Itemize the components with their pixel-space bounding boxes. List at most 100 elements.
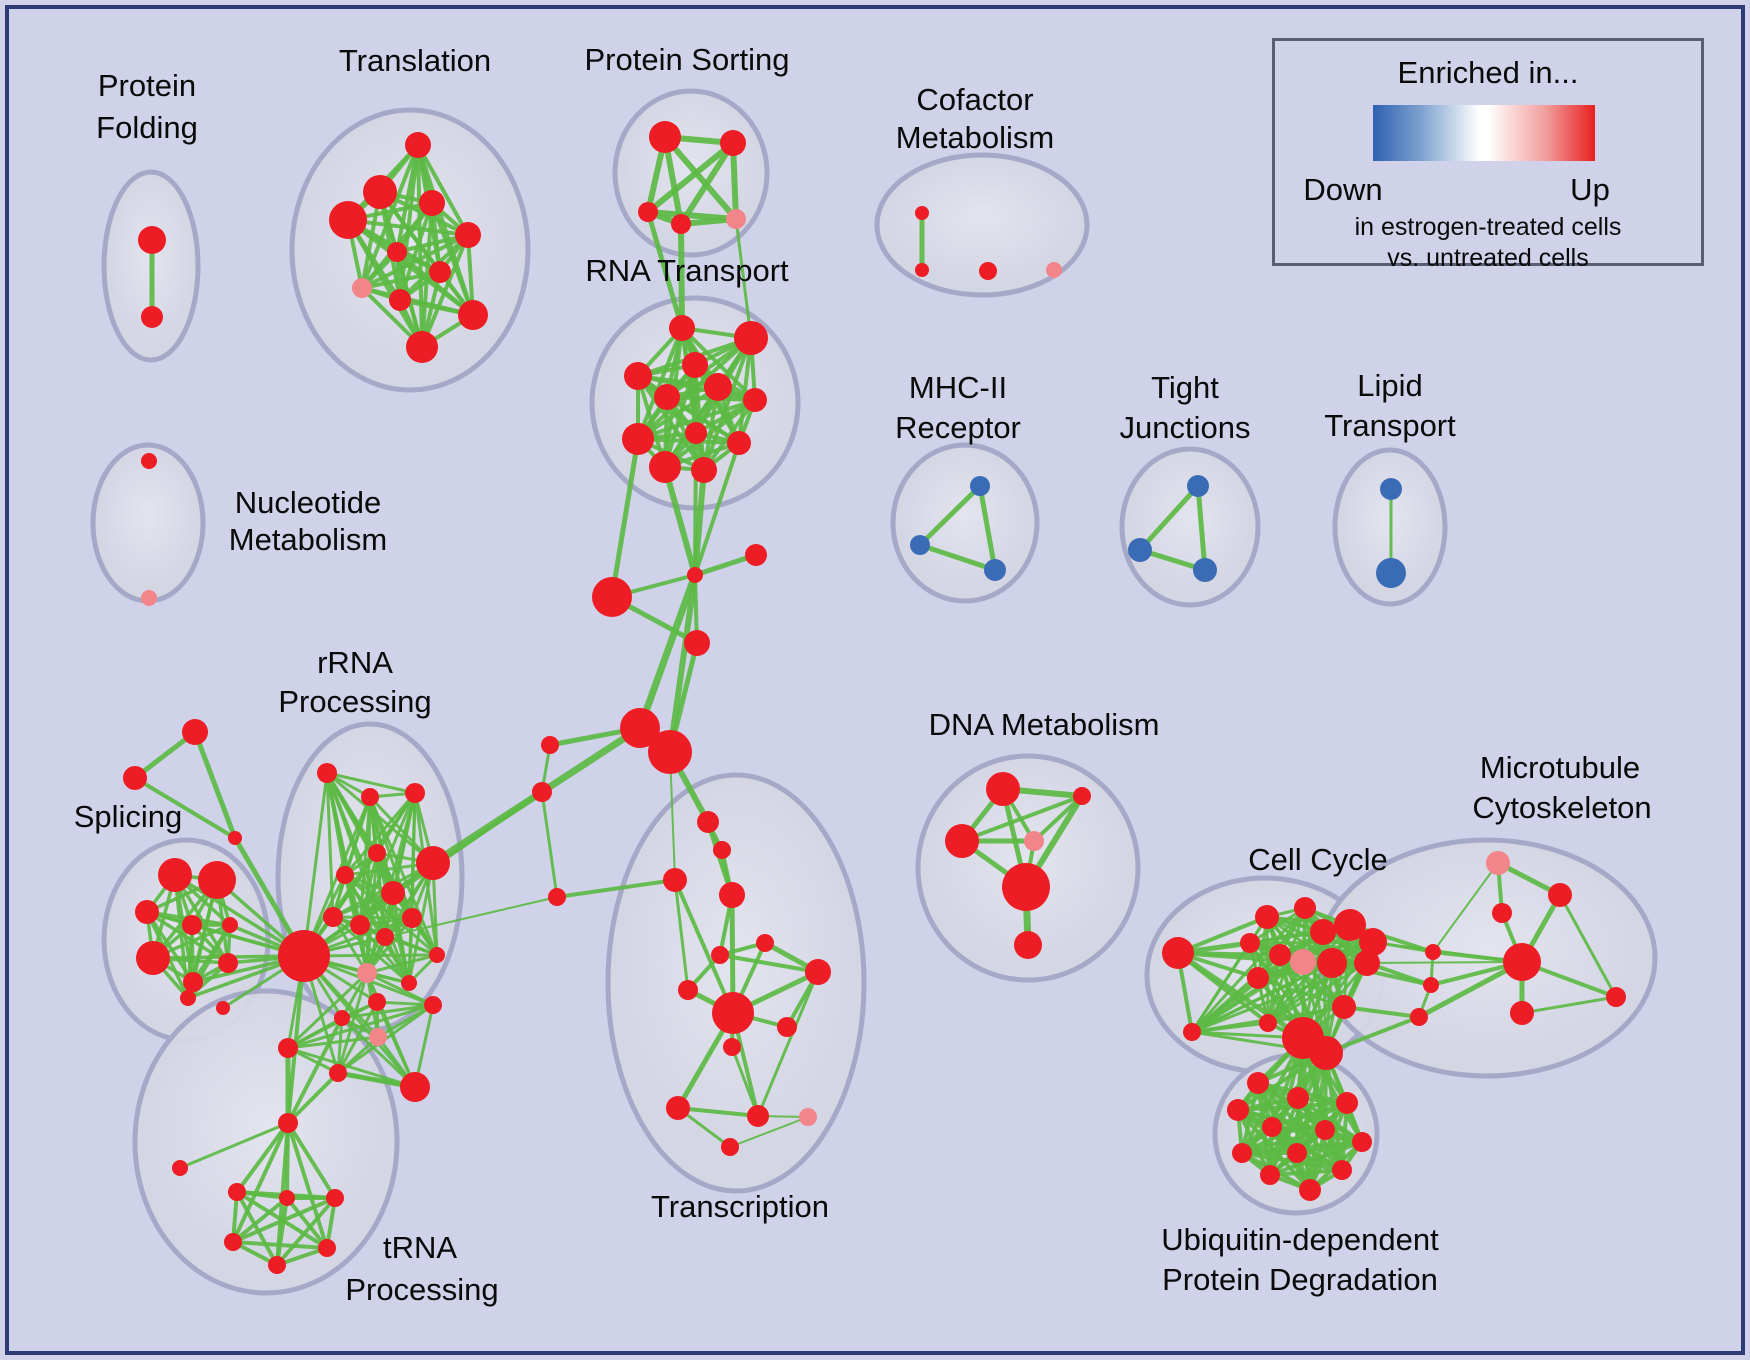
gene-set-node-mh1[interactable] bbox=[970, 476, 990, 496]
gene-set-node-mh3[interactable] bbox=[984, 559, 1006, 581]
gene-set-node-cc5[interactable] bbox=[1359, 928, 1387, 956]
gene-set-node-spA[interactable] bbox=[216, 1001, 230, 1015]
gene-set-node-n1[interactable] bbox=[141, 453, 157, 469]
gene-set-node-jm3[interactable] bbox=[1410, 1008, 1428, 1026]
gene-set-node-sl2[interactable] bbox=[532, 782, 552, 802]
gene-set-node-x2[interactable] bbox=[713, 841, 731, 859]
gene-set-node-s1[interactable] bbox=[649, 121, 681, 153]
gene-set-node-cc6b[interactable] bbox=[1269, 944, 1291, 966]
gene-set-node-pf1[interactable] bbox=[138, 226, 166, 254]
gene-set-node-r3[interactable] bbox=[682, 352, 708, 378]
gene-set-node-rrF[interactable] bbox=[329, 1064, 347, 1082]
gene-set-node-d6[interactable] bbox=[1014, 931, 1042, 959]
gene-set-node-h5[interactable] bbox=[318, 1239, 336, 1257]
gene-set-node-r9[interactable] bbox=[622, 423, 654, 455]
gene-set-node-cc16[interactable] bbox=[1309, 1036, 1343, 1070]
gene-set-node-x7[interactable] bbox=[756, 934, 774, 952]
gene-set-node-x3[interactable] bbox=[663, 868, 687, 892]
gene-set-node-s4[interactable] bbox=[671, 214, 691, 234]
gene-set-node-p2[interactable] bbox=[123, 766, 147, 790]
gene-set-node-p3[interactable] bbox=[228, 831, 242, 845]
gene-set-node-h2[interactable] bbox=[279, 1190, 295, 1206]
gene-set-node-r7[interactable] bbox=[743, 388, 767, 412]
gene-set-node-rr4[interactable] bbox=[368, 844, 386, 862]
gene-set-node-m2[interactable] bbox=[548, 888, 566, 906]
gene-set-node-p1[interactable] bbox=[182, 719, 208, 745]
gene-set-node-rrD[interactable] bbox=[424, 996, 442, 1014]
gene-set-node-cc10[interactable] bbox=[1247, 967, 1269, 989]
gene-set-node-mt2[interactable] bbox=[1492, 903, 1512, 923]
gene-set-node-c4[interactable] bbox=[1046, 262, 1062, 278]
gene-set-node-t7[interactable] bbox=[429, 261, 451, 283]
gene-set-node-rrG[interactable] bbox=[400, 1072, 430, 1102]
gene-set-node-jm1[interactable] bbox=[1425, 944, 1441, 960]
gene-set-node-t2[interactable] bbox=[363, 175, 397, 209]
gene-set-node-sp8[interactable] bbox=[218, 953, 238, 973]
gene-set-node-mh2[interactable] bbox=[910, 535, 930, 555]
gene-set-node-rr11[interactable] bbox=[376, 928, 394, 946]
gene-set-node-h6[interactable] bbox=[268, 1256, 286, 1274]
gene-set-node-r5[interactable] bbox=[704, 373, 732, 401]
gene-set-node-t4[interactable] bbox=[329, 201, 367, 239]
gene-set-node-r6[interactable] bbox=[654, 384, 680, 410]
gene-set-node-t11[interactable] bbox=[406, 331, 438, 363]
gene-set-node-r1[interactable] bbox=[669, 315, 695, 341]
gene-set-node-sp9[interactable] bbox=[180, 990, 196, 1006]
gene-set-node-sp2[interactable] bbox=[198, 861, 236, 899]
gene-set-node-s3[interactable] bbox=[638, 202, 658, 222]
gene-set-node-u9[interactable] bbox=[1287, 1143, 1307, 1163]
gene-set-node-r4[interactable] bbox=[624, 362, 652, 390]
gene-set-node-sp1[interactable] bbox=[158, 858, 192, 892]
gene-set-node-rr9[interactable] bbox=[350, 915, 370, 935]
gene-set-node-sp4[interactable] bbox=[182, 915, 202, 935]
gene-set-node-pkB[interactable] bbox=[369, 1028, 387, 1046]
gene-set-node-t1[interactable] bbox=[405, 132, 431, 158]
gene-set-node-tja[interactable] bbox=[1187, 475, 1209, 497]
gene-set-node-x16[interactable] bbox=[721, 1138, 739, 1156]
gene-set-node-x1[interactable] bbox=[697, 811, 719, 833]
gene-set-node-u11[interactable] bbox=[1260, 1165, 1280, 1185]
gene-set-node-t3[interactable] bbox=[419, 190, 445, 216]
gene-set-node-cc3[interactable] bbox=[1310, 919, 1336, 945]
gene-set-node-hubL[interactable] bbox=[1162, 937, 1194, 969]
gene-set-node-cc14[interactable] bbox=[1332, 995, 1356, 1019]
gene-set-node-bb1[interactable] bbox=[592, 577, 632, 617]
gene-set-node-u3[interactable] bbox=[1336, 1092, 1358, 1114]
gene-set-node-rrB[interactable] bbox=[368, 993, 386, 1011]
gene-set-node-x4[interactable] bbox=[719, 882, 745, 908]
gene-set-node-x9[interactable] bbox=[678, 980, 698, 1000]
gene-set-node-x11[interactable] bbox=[777, 1017, 797, 1037]
gene-set-node-t10[interactable] bbox=[458, 300, 488, 330]
gene-set-node-t5[interactable] bbox=[455, 222, 481, 248]
gene-set-node-sp3[interactable] bbox=[135, 900, 159, 924]
gene-set-node-d2[interactable] bbox=[1073, 787, 1091, 805]
gene-set-node-u4[interactable] bbox=[1227, 1099, 1249, 1121]
gene-set-node-x10[interactable] bbox=[712, 992, 754, 1034]
gene-set-node-tw2[interactable] bbox=[648, 730, 692, 774]
gene-set-node-d4[interactable] bbox=[1024, 831, 1044, 851]
gene-set-node-m1[interactable] bbox=[684, 630, 710, 656]
gene-set-node-tjb[interactable] bbox=[1128, 538, 1152, 562]
gene-set-node-u6[interactable] bbox=[1315, 1120, 1335, 1140]
gene-set-node-sp7[interactable] bbox=[183, 972, 203, 992]
gene-set-node-rr2[interactable] bbox=[361, 788, 379, 806]
gene-set-node-cc1[interactable] bbox=[1255, 905, 1279, 929]
gene-set-node-n2[interactable] bbox=[141, 590, 157, 606]
gene-set-node-rr1[interactable] bbox=[317, 763, 337, 783]
gene-set-node-s5[interactable] bbox=[726, 209, 746, 229]
gene-set-node-u5[interactable] bbox=[1262, 1117, 1282, 1137]
gene-set-node-u2[interactable] bbox=[1287, 1087, 1309, 1109]
gene-set-node-u10[interactable] bbox=[1332, 1160, 1352, 1180]
gene-set-node-rr8[interactable] bbox=[323, 907, 343, 927]
gene-set-node-rrC[interactable] bbox=[334, 1010, 350, 1026]
gene-set-node-cc4[interactable] bbox=[1334, 909, 1366, 941]
gene-set-node-pf2[interactable] bbox=[141, 306, 163, 328]
gene-set-node-tj1[interactable] bbox=[278, 1113, 298, 1133]
gene-set-node-x14[interactable] bbox=[747, 1105, 769, 1127]
gene-set-node-d5[interactable] bbox=[1002, 863, 1050, 911]
gene-set-node-tw1[interactable] bbox=[620, 708, 660, 748]
gene-set-node-sp6[interactable] bbox=[136, 941, 170, 975]
gene-set-node-rr5[interactable] bbox=[336, 866, 354, 884]
gene-set-node-cc7[interactable] bbox=[1290, 949, 1316, 975]
gene-set-node-ln[interactable] bbox=[172, 1160, 188, 1176]
